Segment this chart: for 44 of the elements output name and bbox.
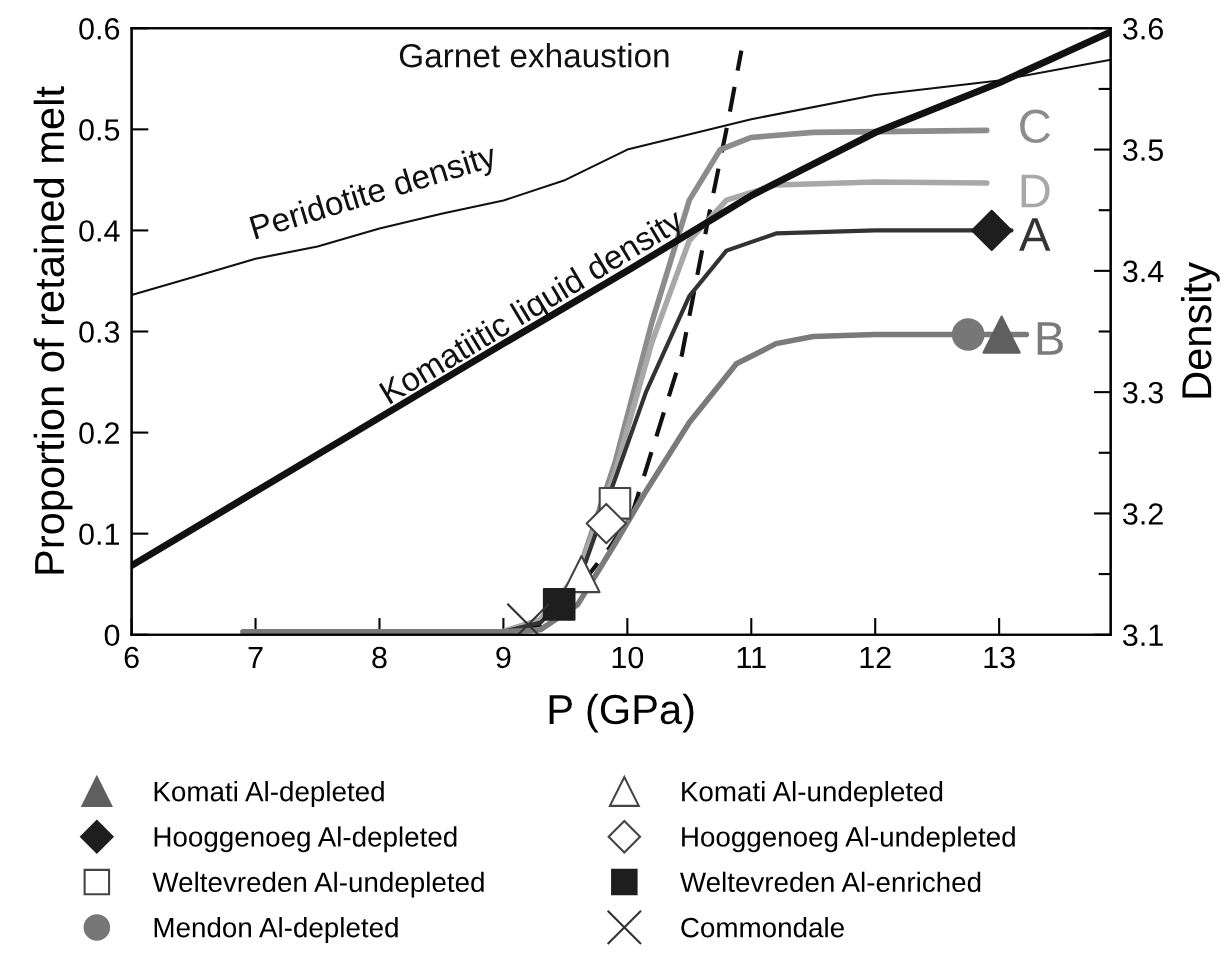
series-label: B [1037,322,1063,355]
y-tick-label: 0 [104,624,120,647]
y-axis-title: Proportion of retained melt [33,86,73,574]
y-tick-label: 0.1 [79,523,120,546]
legend-label: Weltevreden Al-enriched [680,871,981,893]
x-tick-label: 11 [737,646,766,668]
y2-tick-label: 3.4 [1122,260,1164,283]
legend-label: Weltevreden Al-undepleted [152,871,484,898]
x-tick-label: 13 [984,646,1015,669]
y2-tick-label: 3.2 [1122,503,1163,525]
legend-label: Commondale [681,917,844,938]
y2-axis-title: Density [1180,262,1220,398]
point [585,502,627,545]
y-tick-label: 0.6 [79,18,120,40]
point [971,209,1013,252]
text: Peridotite density [249,142,501,246]
series-label: A [1019,218,1051,251]
y-tick-label: 0.2 [79,422,119,444]
y-tick-label: 0.3 [79,321,120,343]
y-tick-label: 0.5 [79,119,120,141]
legend-label: Mendon Al-depleted [154,917,398,943]
x-tick-label: 8 [372,646,387,669]
point [951,318,985,351]
legend-label: Komati Al-depleted [154,781,384,807]
x-tick-label: 7 [248,646,263,668]
point [982,315,1021,354]
legend-label: Hooggenoeg Al-undepleted [682,826,1015,853]
x-tick-label: 12 [860,646,891,668]
text: Garnet exhaustion [399,43,669,68]
x-tick-label: 10 [612,646,644,669]
y2-tick-label: 3.1 [1122,624,1163,647]
y2-tick-label: 3.3 [1122,381,1163,404]
legend-label: Hooggenoeg Al-depleted [154,826,457,853]
x-tick-label: 9 [496,646,511,669]
y2-tick-label: 3.6 [1122,18,1163,40]
series-label: C [1020,109,1051,144]
point [542,588,576,621]
series-label: D [1021,174,1050,208]
y2-tick-label: 3.5 [1122,139,1163,161]
point [562,554,601,594]
y-tick-label: 0.4 [79,220,120,242]
x-tick-label: 6 [124,646,139,669]
legend-label: Komati Al-undepleted [682,781,943,807]
x-axis-title: P (GPa) [549,693,694,733]
